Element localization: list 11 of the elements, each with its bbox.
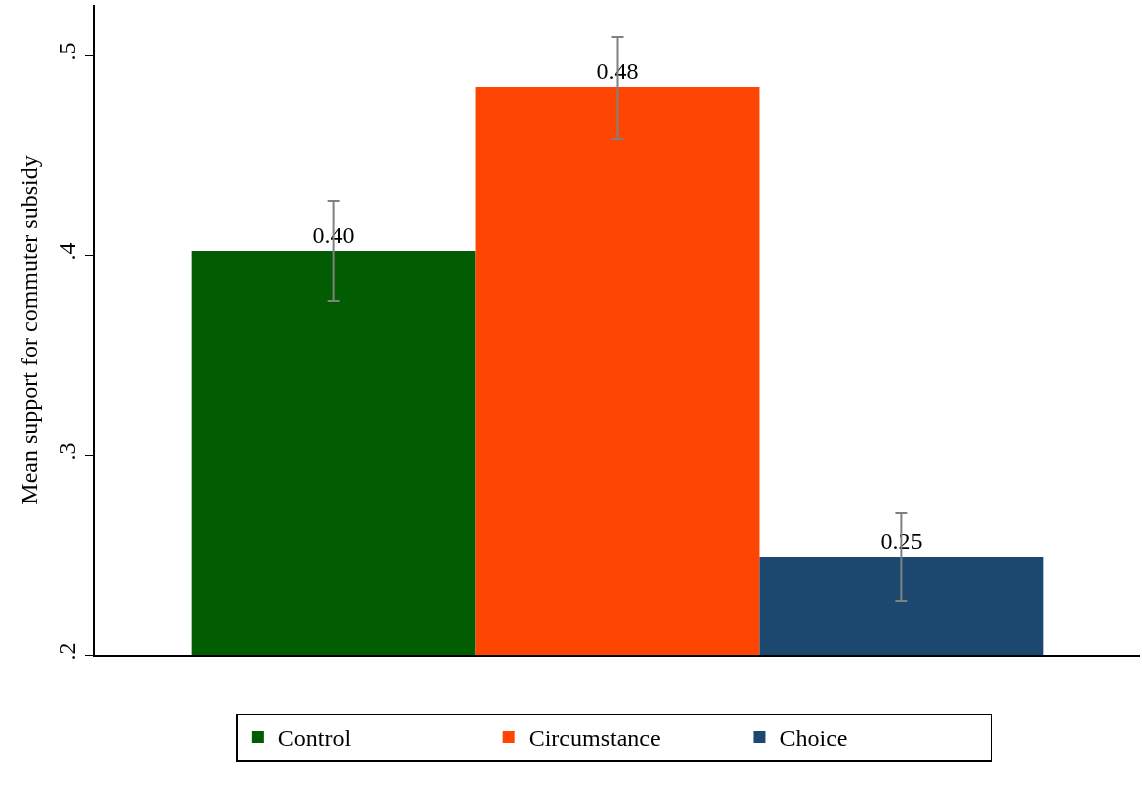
data-label: 0.48 — [596, 58, 639, 84]
legend-label: Choice — [779, 725, 848, 752]
data-label: 0.25 — [880, 528, 923, 554]
legend-label: Control — [277, 725, 352, 752]
data-label: 0.40 — [312, 222, 355, 248]
y-tick-label: .3 — [54, 442, 81, 461]
y-tick-label: .5 — [54, 42, 81, 61]
y-tick-label: .4 — [54, 242, 81, 261]
y-axis-title: Mean support for commuter subsidy — [16, 155, 42, 505]
legend-label: Circumstance — [528, 725, 661, 752]
y-tick-label: .2 — [54, 642, 81, 661]
